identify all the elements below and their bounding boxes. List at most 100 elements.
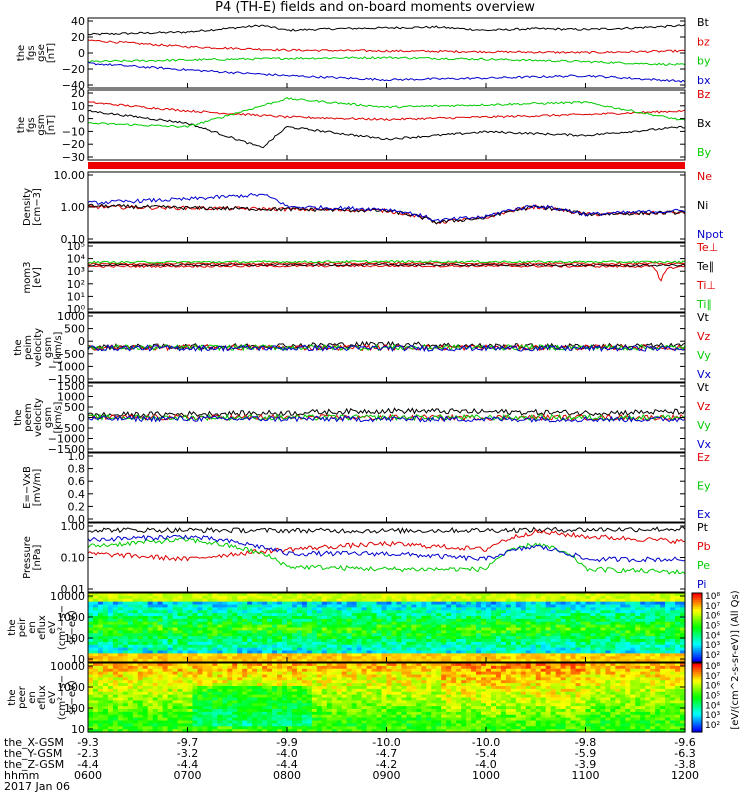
heatmap-cell (500, 618, 507, 623)
heatmap-cell (376, 636, 383, 640)
heatmap-cell (461, 659, 467, 663)
heatmap-cell (376, 717, 383, 722)
heatmap-cell (277, 607, 283, 611)
heatmap-cell (366, 659, 373, 663)
heatmap-cell (675, 636, 681, 640)
heatmap-cell (540, 604, 547, 608)
heatmap-cell (441, 630, 447, 634)
heatmap-cell (311, 665, 318, 670)
heatmap-cell (451, 618, 457, 623)
heatmap-cell (411, 680, 417, 684)
heatmap-cell (137, 674, 144, 678)
heatmap-cell (645, 621, 651, 626)
heatmap-cell (247, 621, 253, 626)
heatmap-cell (187, 668, 194, 673)
heatmap-cell (262, 630, 268, 634)
heatmap-cell (122, 621, 129, 626)
heatmap-cell (441, 659, 447, 663)
heatmap-cell (272, 729, 278, 733)
heatmap-cell (277, 686, 283, 690)
heatmap-cell (386, 711, 393, 716)
heatmap-cell (426, 668, 432, 673)
heatmap-cell (371, 703, 378, 707)
heatmap-cell (127, 593, 134, 597)
y-tick-label: −10 (62, 125, 85, 138)
heatmap-cell (202, 700, 208, 704)
heatmap-cell (157, 607, 164, 611)
heatmap-cell (545, 630, 552, 634)
heatmap-cell (670, 650, 676, 654)
legend-entry: Vt (697, 381, 710, 394)
heatmap-cell (530, 641, 537, 646)
heatmap-cell (675, 616, 681, 620)
heatmap-cell (222, 616, 228, 620)
legend-entry: By (697, 146, 712, 159)
heatmap-cell (535, 607, 542, 611)
heatmap-cell (515, 624, 522, 629)
heatmap-cell (157, 633, 164, 637)
heatmap-cell (331, 697, 338, 701)
heatmap-cell (107, 700, 114, 704)
heatmap-cell (122, 717, 129, 722)
heatmap-cell (431, 726, 437, 730)
heatmap-cell (351, 683, 358, 687)
heatmap-cell (117, 644, 124, 649)
legend-entry: Te⊥ (696, 241, 718, 254)
heatmap-cell (416, 653, 422, 657)
heatmap-cell (132, 663, 139, 667)
heatmap-cell (212, 641, 218, 646)
heatmap-cell (640, 630, 646, 634)
heatmap-cell (127, 636, 134, 640)
heatmap-cell (605, 616, 611, 620)
heatmap-cell (232, 668, 238, 673)
heatmap-cell (192, 613, 199, 617)
y-axis-label: [eV] (32, 267, 43, 288)
heatmap-cell (147, 616, 154, 620)
heatmap-cell (257, 659, 263, 663)
heatmap-cell (341, 665, 348, 670)
heatmap-cell (267, 697, 273, 701)
heatmap-cell (436, 663, 442, 667)
heatmap-cell (157, 621, 164, 626)
heatmap-cell (386, 636, 393, 640)
heatmap-cell (152, 644, 159, 649)
heatmap-cell (341, 618, 348, 623)
heatmap-cell (197, 593, 204, 597)
heatmap-cell (202, 714, 208, 719)
heatmap-cell (565, 618, 572, 623)
heatmap-cell (356, 601, 363, 606)
heatmap-cell (197, 714, 204, 719)
heatmap-cell (406, 630, 412, 634)
heatmap-cell (635, 656, 641, 660)
heatmap-cell (535, 627, 542, 631)
heatmap-cell (262, 680, 268, 684)
heatmap-cell (361, 656, 368, 660)
heatmap-cell (132, 677, 139, 681)
heatmap-cell (296, 726, 303, 730)
heatmap-cell (247, 711, 253, 716)
heatmap-cell (540, 639, 547, 643)
heatmap-cell (197, 700, 204, 704)
heatmap-cell (132, 691, 139, 696)
heatmap-cell (117, 723, 124, 727)
heatmap-cell (406, 671, 412, 676)
heatmap-cell (396, 688, 403, 693)
heatmap-cell (282, 663, 288, 667)
heatmap-cell (585, 627, 592, 631)
heatmap-cell (306, 726, 313, 730)
heatmap-cell (670, 618, 676, 623)
heatmap-cell (132, 595, 139, 600)
heatmap-cell (416, 663, 422, 667)
heatmap-cell (366, 621, 373, 626)
heatmap-cell (411, 726, 417, 730)
heatmap-cell (655, 633, 661, 637)
heatmap-cell (471, 607, 477, 611)
heatmap-cell (142, 604, 149, 608)
heatmap-cell (287, 711, 293, 716)
heatmap-cell (102, 671, 109, 676)
heatmap-cell (540, 636, 547, 640)
heatmap-cell (630, 641, 636, 646)
heatmap-cell (237, 683, 243, 687)
heatmap-cell (107, 663, 114, 667)
heatmap-cell (610, 607, 616, 611)
